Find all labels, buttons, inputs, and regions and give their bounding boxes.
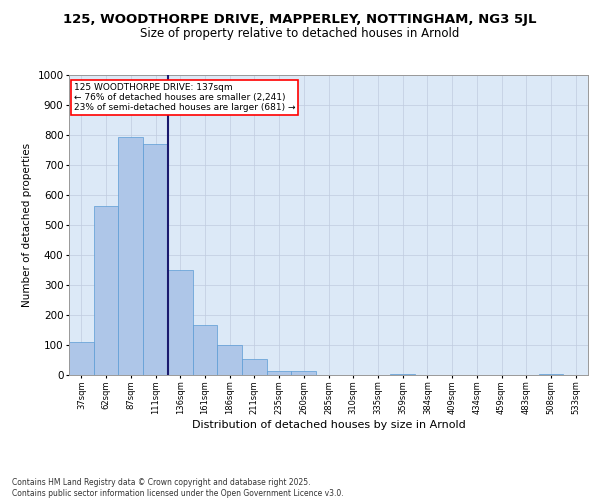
Text: 125 WOODTHORPE DRIVE: 137sqm
← 76% of detached houses are smaller (2,241)
23% of: 125 WOODTHORPE DRIVE: 137sqm ← 76% of de… xyxy=(74,82,295,112)
Bar xyxy=(539,374,563,375)
Bar xyxy=(118,136,143,375)
Text: Contains HM Land Registry data © Crown copyright and database right 2025.
Contai: Contains HM Land Registry data © Crown c… xyxy=(12,478,344,498)
Bar xyxy=(168,270,193,375)
Bar xyxy=(193,324,217,375)
Text: 125, WOODTHORPE DRIVE, MAPPERLEY, NOTTINGHAM, NG3 5JL: 125, WOODTHORPE DRIVE, MAPPERLEY, NOTTIN… xyxy=(63,12,537,26)
Bar xyxy=(69,342,94,375)
X-axis label: Distribution of detached houses by size in Arnold: Distribution of detached houses by size … xyxy=(191,420,466,430)
Bar xyxy=(217,346,242,375)
Text: Size of property relative to detached houses in Arnold: Size of property relative to detached ho… xyxy=(140,28,460,40)
Y-axis label: Number of detached properties: Number of detached properties xyxy=(22,143,32,307)
Bar xyxy=(143,144,168,375)
Bar xyxy=(242,358,267,375)
Bar xyxy=(292,372,316,375)
Bar xyxy=(94,206,118,375)
Bar xyxy=(267,370,292,375)
Bar xyxy=(390,374,415,375)
